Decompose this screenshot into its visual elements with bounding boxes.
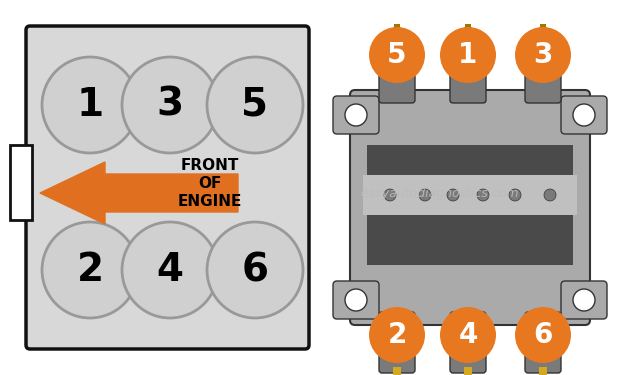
Bar: [540, 24, 546, 29]
Circle shape: [369, 307, 425, 363]
Text: 6: 6: [533, 321, 552, 349]
Bar: [393, 367, 401, 375]
Bar: [10, 145, 32, 220]
Circle shape: [573, 104, 595, 126]
FancyBboxPatch shape: [450, 42, 486, 103]
FancyBboxPatch shape: [333, 281, 379, 319]
FancyBboxPatch shape: [525, 42, 561, 103]
Circle shape: [447, 189, 459, 201]
Circle shape: [477, 189, 489, 201]
Text: 4: 4: [156, 251, 184, 289]
Circle shape: [384, 189, 396, 201]
Bar: [464, 367, 472, 375]
Circle shape: [345, 104, 367, 126]
FancyBboxPatch shape: [561, 281, 607, 319]
Text: 1: 1: [77, 86, 104, 124]
FancyBboxPatch shape: [26, 26, 309, 349]
Bar: [539, 367, 547, 375]
FancyBboxPatch shape: [450, 73, 486, 103]
FancyBboxPatch shape: [379, 42, 415, 103]
Text: 3: 3: [156, 86, 184, 124]
Circle shape: [122, 57, 218, 153]
Circle shape: [345, 289, 367, 311]
Text: FRONT
OF
ENGINE: FRONT OF ENGINE: [178, 158, 242, 209]
Text: 3: 3: [533, 41, 552, 69]
Circle shape: [573, 289, 595, 311]
FancyBboxPatch shape: [367, 145, 573, 265]
Text: 5: 5: [242, 86, 268, 124]
Circle shape: [207, 57, 303, 153]
Bar: [394, 24, 400, 29]
FancyBboxPatch shape: [350, 90, 590, 325]
Circle shape: [369, 27, 425, 83]
Circle shape: [440, 27, 496, 83]
Text: 4: 4: [459, 321, 478, 349]
Circle shape: [440, 307, 496, 363]
Text: easyautodiagnostics.com: easyautodiagnostics.com: [361, 186, 519, 200]
Circle shape: [515, 27, 571, 83]
Text: 2: 2: [77, 251, 104, 289]
Circle shape: [419, 189, 431, 201]
Circle shape: [207, 222, 303, 318]
Bar: [363, 175, 577, 215]
FancyBboxPatch shape: [525, 312, 561, 373]
Bar: [393, 27, 401, 45]
Text: 5: 5: [387, 41, 407, 69]
Circle shape: [42, 222, 138, 318]
Circle shape: [42, 57, 138, 153]
Text: 1: 1: [459, 41, 478, 69]
FancyBboxPatch shape: [561, 96, 607, 134]
FancyBboxPatch shape: [450, 312, 486, 373]
Bar: [465, 24, 471, 29]
Circle shape: [509, 189, 521, 201]
FancyBboxPatch shape: [333, 96, 379, 134]
Text: 2: 2: [387, 321, 407, 349]
FancyArrow shape: [40, 162, 238, 224]
Bar: [464, 27, 472, 45]
FancyBboxPatch shape: [379, 312, 415, 373]
Bar: [539, 27, 547, 45]
Circle shape: [544, 189, 556, 201]
Text: 6: 6: [242, 251, 268, 289]
Circle shape: [122, 222, 218, 318]
Circle shape: [515, 307, 571, 363]
